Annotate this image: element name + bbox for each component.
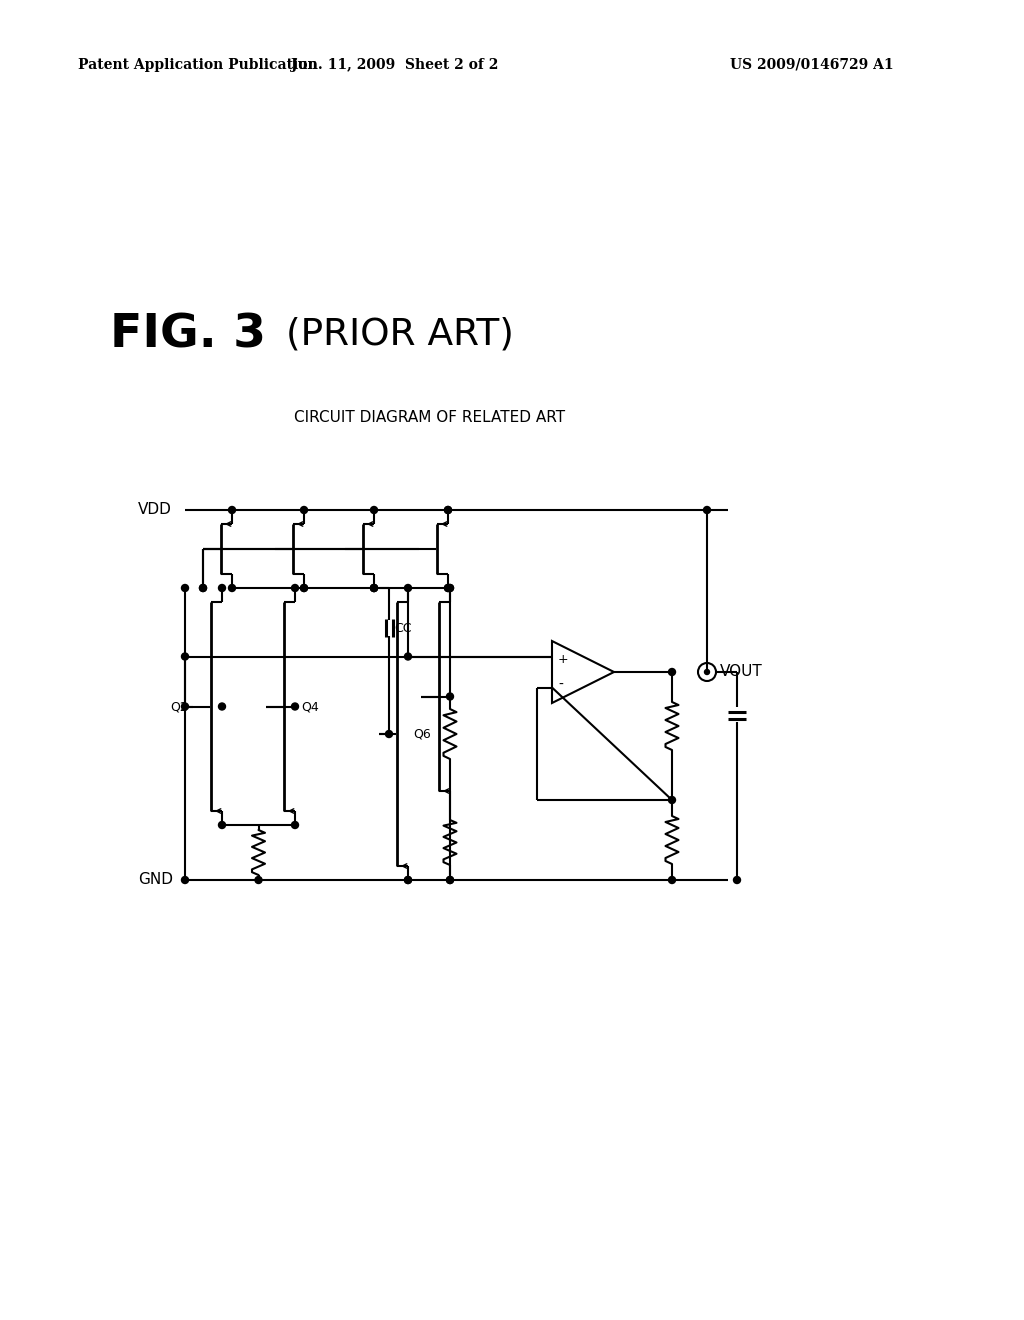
Text: CIRCUIT DIAGRAM OF RELATED ART: CIRCUIT DIAGRAM OF RELATED ART <box>295 411 565 425</box>
Circle shape <box>446 693 454 700</box>
Text: +: + <box>558 653 568 667</box>
Circle shape <box>292 821 299 829</box>
Text: VOUT: VOUT <box>720 664 763 680</box>
Circle shape <box>444 585 452 591</box>
Circle shape <box>181 704 188 710</box>
Circle shape <box>669 796 676 804</box>
Circle shape <box>669 668 676 676</box>
Circle shape <box>200 585 207 591</box>
Circle shape <box>218 704 225 710</box>
Circle shape <box>200 585 207 591</box>
Circle shape <box>669 876 676 883</box>
Circle shape <box>371 585 378 591</box>
Circle shape <box>404 876 412 883</box>
Text: US 2009/0146729 A1: US 2009/0146729 A1 <box>730 58 894 73</box>
Text: -: - <box>558 677 563 692</box>
Circle shape <box>404 585 412 591</box>
Text: FIG. 3: FIG. 3 <box>110 313 266 358</box>
Circle shape <box>404 876 412 883</box>
Circle shape <box>181 585 188 591</box>
Circle shape <box>385 730 392 738</box>
Text: (PRIOR ART): (PRIOR ART) <box>286 317 514 352</box>
Circle shape <box>703 507 711 513</box>
Text: VDD: VDD <box>138 503 172 517</box>
Circle shape <box>446 876 454 883</box>
Circle shape <box>371 585 378 591</box>
Circle shape <box>733 876 740 883</box>
Text: GND: GND <box>138 873 173 887</box>
Circle shape <box>444 507 452 513</box>
Circle shape <box>300 585 307 591</box>
Circle shape <box>371 507 378 513</box>
Circle shape <box>371 585 378 591</box>
Circle shape <box>228 585 236 591</box>
Text: CC: CC <box>394 622 412 635</box>
Circle shape <box>444 585 452 591</box>
Circle shape <box>218 821 225 829</box>
Circle shape <box>292 704 299 710</box>
Text: Patent Application Publication: Patent Application Publication <box>78 58 317 73</box>
Circle shape <box>228 507 236 513</box>
Text: Q4: Q4 <box>301 700 318 713</box>
Circle shape <box>446 585 454 591</box>
Circle shape <box>404 653 412 660</box>
Circle shape <box>300 507 307 513</box>
Circle shape <box>444 507 452 513</box>
Circle shape <box>446 876 454 883</box>
Circle shape <box>181 876 188 883</box>
Circle shape <box>255 876 262 883</box>
Circle shape <box>181 653 188 660</box>
Circle shape <box>218 585 225 591</box>
Text: Q6: Q6 <box>413 727 431 741</box>
Text: Jun. 11, 2009  Sheet 2 of 2: Jun. 11, 2009 Sheet 2 of 2 <box>291 58 499 73</box>
Circle shape <box>292 585 299 591</box>
Circle shape <box>300 585 307 591</box>
Circle shape <box>446 585 454 591</box>
Circle shape <box>705 669 710 675</box>
Text: Q2: Q2 <box>170 700 187 713</box>
